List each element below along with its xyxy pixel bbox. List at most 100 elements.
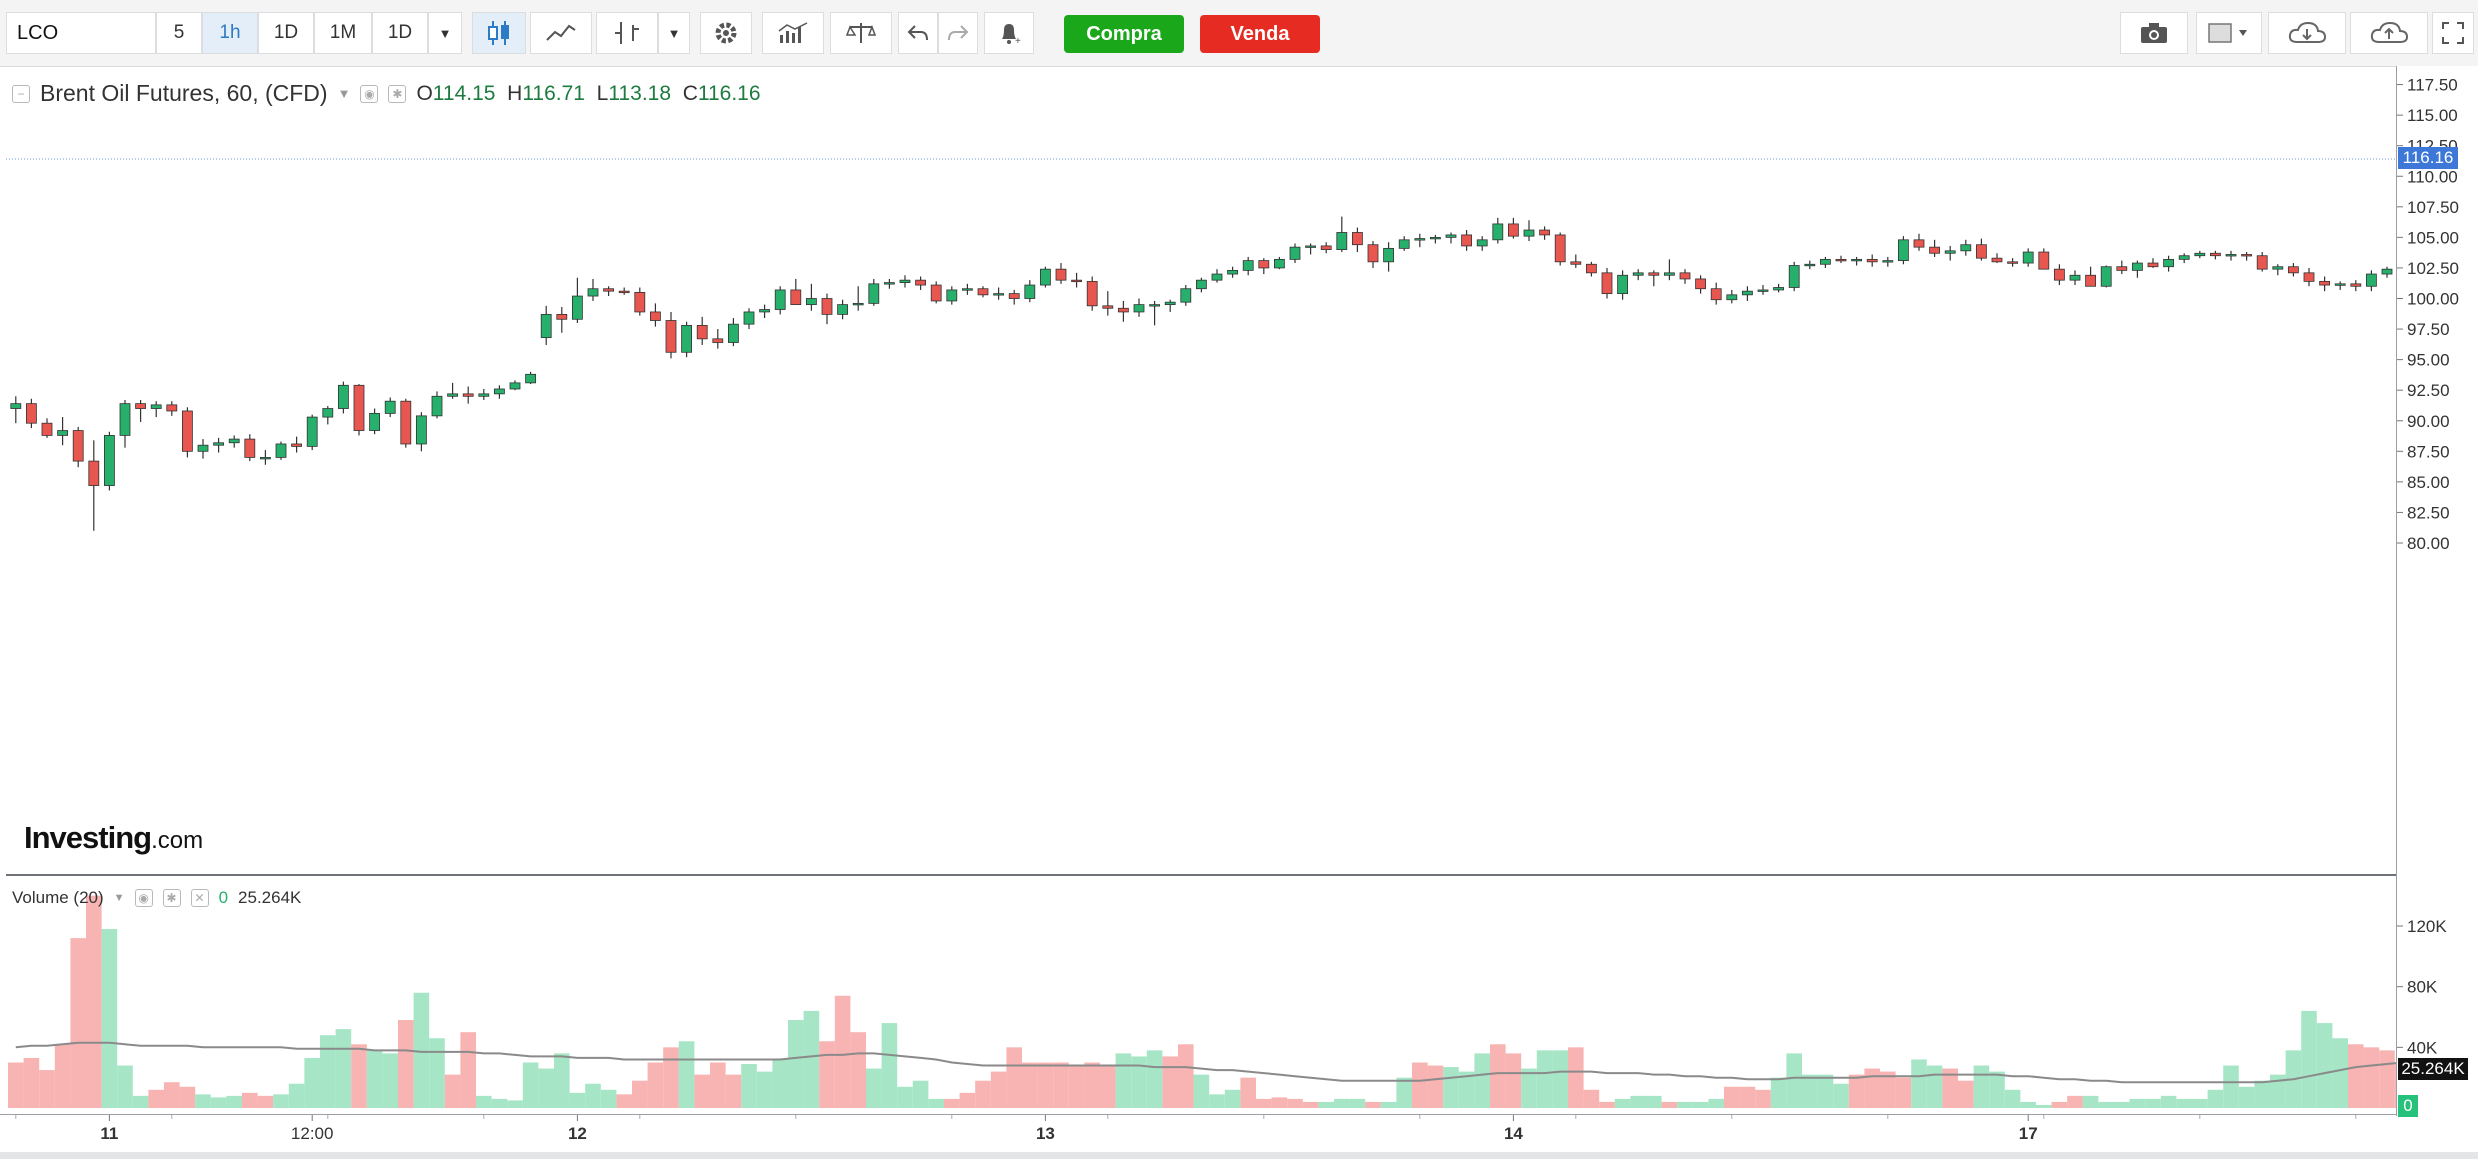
volume-value-a: 0 xyxy=(218,888,229,907)
volume-chart[interactable] xyxy=(6,876,2396,1114)
volume-bar-up xyxy=(476,1095,492,1108)
candle-down xyxy=(1586,263,1597,274)
volume-bar-up xyxy=(1115,1053,1132,1108)
volume-bar-down xyxy=(1302,1101,1319,1108)
interval-1d-alt-button[interactable]: 1D xyxy=(372,12,428,54)
volume-bar-up xyxy=(1989,1071,2005,1108)
collapse-icon[interactable]: − xyxy=(12,84,30,103)
candle-down xyxy=(2209,252,2221,257)
settings-gear-icon[interactable] xyxy=(700,12,752,54)
interval-1h-button[interactable]: 1h xyxy=(202,12,258,54)
candle-up xyxy=(993,293,1004,296)
candle-up xyxy=(259,457,271,460)
camera-snapshot-icon[interactable] xyxy=(2120,12,2188,54)
instrument-title[interactable]: Brent Oil Futures, 60, (CFD) xyxy=(40,80,328,106)
line-chart-type-icon[interactable] xyxy=(530,12,592,54)
volume-tick-label: 120K xyxy=(2407,917,2447,936)
volume-bar-down xyxy=(1724,1086,1740,1108)
volume-bar-up xyxy=(1521,1068,1537,1108)
volume-bar-down xyxy=(1006,1047,1022,1108)
volume-bar-up xyxy=(2145,1098,2161,1108)
fullscreen-icon[interactable] xyxy=(2432,12,2474,54)
investing-logo: Investing.com xyxy=(24,820,203,856)
volume-bar-up xyxy=(2332,1038,2348,1108)
buy-button[interactable]: Compra xyxy=(1064,15,1184,53)
legend-eye-icon[interactable]: ◉ xyxy=(360,84,379,103)
volume-bar-down xyxy=(54,1044,71,1108)
candle-down xyxy=(41,422,53,436)
candle-down xyxy=(181,410,193,452)
toolbar: LCO 5 1h 1D 1M 1D ▼ ▼ + Compra Venda xyxy=(0,0,2478,67)
volume-bar-down xyxy=(39,1070,55,1108)
candle-up xyxy=(369,413,381,431)
legend-settings-icon[interactable]: ✱ xyxy=(388,84,407,103)
volume-bar-down xyxy=(1505,1053,1522,1108)
volume-bar-down xyxy=(959,1092,976,1108)
bottom-scrollbar[interactable] xyxy=(0,1152,2478,1159)
volume-bar-down xyxy=(1022,1062,1038,1108)
candle-up xyxy=(213,442,225,446)
price-axis[interactable]: 120.00117.50115.00112.50110.00107.50105.… xyxy=(2396,66,2478,1116)
volume-bar-up xyxy=(2207,1089,2224,1108)
candle-down xyxy=(135,403,147,409)
volume-settings-icon[interactable]: ✱ xyxy=(162,889,181,907)
alert-bell-icon[interactable]: + xyxy=(984,12,1034,54)
interval-5-button[interactable]: 5 xyxy=(156,12,202,54)
volume-bar-down xyxy=(1895,1077,1912,1108)
symbol-input[interactable]: LCO xyxy=(6,12,156,54)
undo-icon[interactable] xyxy=(898,12,938,54)
candle-up xyxy=(1632,272,1644,276)
volume-dropdown-icon[interactable]: ▼ xyxy=(113,892,125,904)
candle-up xyxy=(1944,250,1956,254)
compare-scale-icon[interactable] xyxy=(830,12,892,54)
volume-bar-down xyxy=(148,1089,164,1108)
candle-down xyxy=(244,438,256,458)
redo-icon[interactable] xyxy=(938,12,978,54)
drawing-tools-icon[interactable] xyxy=(596,12,658,54)
volume-bar-up xyxy=(1458,1071,1475,1108)
volume-bar-down xyxy=(1178,1044,1194,1108)
volume-bar-up xyxy=(335,1029,352,1108)
interval-1m-button[interactable]: 1M xyxy=(314,12,372,54)
candle-down xyxy=(166,404,178,412)
volume-bar-down xyxy=(944,1098,960,1108)
candles-chart-type-icon[interactable] xyxy=(472,12,526,54)
volume-bar-up xyxy=(788,1020,804,1108)
candle-down xyxy=(1991,257,2003,263)
cloud-download-icon[interactable] xyxy=(2268,12,2346,54)
interval-1d-button[interactable]: 1D xyxy=(258,12,314,54)
volume-bar-down xyxy=(1427,1065,1444,1108)
interval-dropdown-icon[interactable]: ▼ xyxy=(428,12,462,54)
candle-up xyxy=(899,279,911,284)
volume-bar-up xyxy=(1318,1101,1334,1108)
volume-bar-up xyxy=(1224,1089,1241,1108)
volume-bar-up xyxy=(1833,1083,1849,1108)
candle-down xyxy=(1367,244,1379,263)
volume-bar-up xyxy=(1146,1050,1163,1108)
candle-down xyxy=(72,430,84,462)
indicators-icon[interactable] xyxy=(762,12,824,54)
cloud-upload-icon[interactable] xyxy=(2350,12,2428,54)
volume-bar-up xyxy=(2004,1089,2021,1108)
legend-dropdown-icon[interactable]: ▼ xyxy=(337,86,351,101)
candle-up xyxy=(509,382,521,390)
volume-bar-down xyxy=(2379,1050,2395,1108)
volume-close-icon[interactable]: ✕ xyxy=(190,889,209,907)
candle-down xyxy=(1710,288,1722,301)
volume-eye-icon[interactable]: ◉ xyxy=(134,889,153,907)
drawing-dropdown-icon[interactable]: ▼ xyxy=(658,12,690,54)
volume-bar-down xyxy=(990,1071,1007,1108)
pane-separator[interactable] xyxy=(6,874,2396,876)
close-value: 116.16 xyxy=(697,81,761,105)
volume-title[interactable]: Volume (20) xyxy=(12,888,104,907)
candle-up xyxy=(572,295,583,320)
candle-down xyxy=(1258,260,1270,269)
layout-select-icon[interactable] xyxy=(2196,12,2262,54)
candle-up xyxy=(1882,260,1894,263)
volume-bar-down xyxy=(1848,1074,1865,1108)
price-chart[interactable] xyxy=(6,68,2396,874)
sell-button[interactable]: Venda xyxy=(1200,15,1320,53)
candle-up xyxy=(1133,304,1145,313)
candle-down xyxy=(1929,246,1940,254)
candle-up xyxy=(759,309,770,313)
